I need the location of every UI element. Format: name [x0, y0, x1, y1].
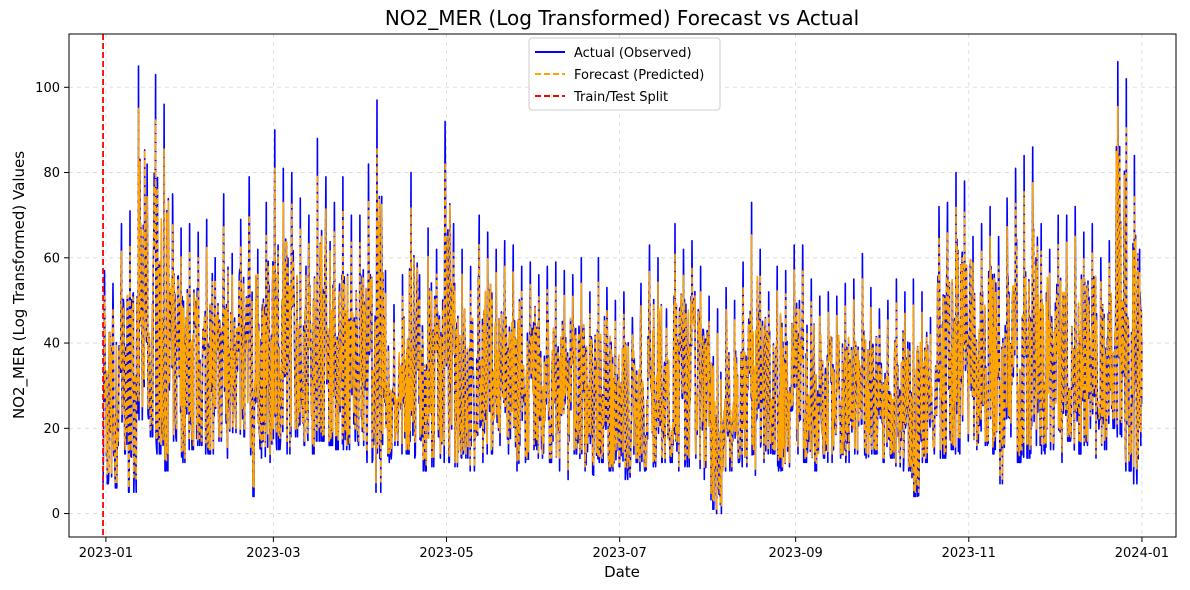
legend-split-label: Train/Test Split	[573, 90, 668, 105]
y-tick-label: 20	[43, 422, 60, 437]
plot-frame	[68, 33, 1177, 538]
y-axis-label: NO2_MER (Log Transformed) Values	[10, 151, 29, 419]
y-tick-label: 0	[52, 507, 60, 522]
legend-box	[528, 37, 721, 111]
x-tick-label: 2023-07	[592, 546, 646, 561]
legend: Actual (Observed) Forecast (Predicted) T…	[528, 37, 721, 111]
y-tick-label: 100	[35, 81, 60, 96]
x-tick-label: 2024-01	[1115, 546, 1169, 561]
forecast-series-line	[102, 105, 1143, 510]
x-tick-label: 2023-09	[768, 546, 822, 561]
x-tick-label: 2023-03	[246, 546, 300, 561]
chart-title: NO2_MER (Log Transformed) Forecast vs Ac…	[385, 6, 859, 30]
y-tick-label: 60	[43, 251, 60, 266]
x-tick-label: 2023-05	[419, 546, 473, 561]
x-axis-label: Date	[604, 563, 640, 581]
plot-lines	[102, 34, 1143, 537]
x-tick-label: 2023-11	[942, 546, 996, 561]
y-tick-label: 40	[43, 337, 60, 352]
y-tick-label: 80	[43, 166, 60, 181]
legend-forecast-label: Forecast (Predicted)	[574, 68, 704, 83]
x-axis: 2023-01 2023-03 2023-05 2023-07 2023-09 2023-…	[79, 537, 1169, 561]
legend-actual-label: Actual (Observed)	[574, 46, 692, 61]
y-axis: 0 20 40 60 80 100	[35, 81, 69, 522]
x-tick-label: 2023-01	[79, 546, 133, 561]
